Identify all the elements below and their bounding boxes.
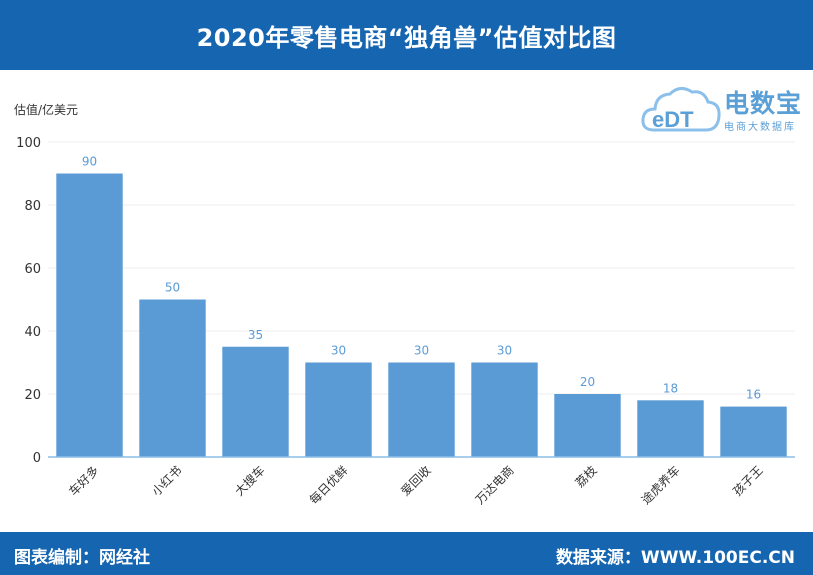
y-tick-labels: 0 20 40 60 80 100	[16, 136, 41, 466]
y-tick-label: 100	[16, 136, 41, 151]
chart-title: 2020年零售电商“独角兽”估值对比图	[196, 23, 617, 52]
bar-2	[222, 346, 289, 457]
y-tick-label: 20	[24, 388, 41, 403]
logo-name: 电数宝	[724, 89, 803, 118]
x-tick-label: 车好多	[66, 463, 102, 499]
y-tick-label: 80	[24, 199, 41, 214]
bar-value-label: 50	[165, 281, 180, 295]
y-axis-label: 估值/亿美元	[14, 103, 79, 117]
x-tick-labels: 车好多 小红书 大搜车 每日优鲜 爱回收 万达电商 荔枝 途虎养车 孩子王	[66, 463, 766, 508]
bar-value-label: 20	[580, 375, 595, 389]
bar-value-label: 30	[497, 344, 512, 358]
bar-6	[554, 394, 621, 457]
y-tick-label: 40	[24, 325, 41, 340]
chart-header: 2020年零售电商“独角兽”估值对比图	[0, 0, 813, 70]
bar-5	[471, 362, 538, 457]
bars	[56, 173, 787, 457]
y-tick-label: 60	[24, 262, 41, 277]
bar-1	[139, 299, 206, 457]
chart-footer: 图表编制：网经社 数据来源：WWW.100EC.CN	[0, 532, 813, 575]
bar-value-label: 30	[331, 344, 346, 358]
bar-value-label: 18	[663, 381, 678, 395]
bar-value-label: 30	[414, 344, 429, 358]
x-tick-label: 每日优鲜	[306, 463, 351, 508]
x-tick-label: 孩子王	[730, 463, 765, 498]
bar-3	[305, 362, 372, 457]
bar-value-label: 90	[82, 155, 97, 169]
x-tick-label: 小红书	[149, 463, 185, 499]
bar-0	[56, 173, 123, 457]
bar-7	[637, 400, 704, 457]
logo-subtitle: 电商大数据库	[724, 122, 796, 133]
x-tick-label: 大搜车	[232, 463, 268, 499]
logo-mark-text: eDT	[652, 107, 694, 132]
data-labels: 90 50 35 30 30 30 20 18 16	[82, 155, 761, 402]
brand-logo: eDT 电数宝 电商大数据库	[640, 80, 810, 142]
bar-value-label: 16	[746, 388, 761, 402]
footer-source: 数据来源：WWW.100EC.CN	[555, 548, 795, 568]
x-tick-label: 荔枝	[572, 463, 600, 491]
bar-8	[720, 406, 787, 457]
x-tick-label: 爱回收	[398, 463, 433, 498]
footer-credit: 图表编制：网经社	[14, 548, 150, 568]
x-tick-label: 途虎养车	[638, 463, 683, 508]
x-tick-label: 万达电商	[472, 463, 517, 508]
bar-4	[388, 362, 455, 457]
y-tick-label: 0	[33, 451, 41, 466]
cloud-icon: eDT	[641, 87, 721, 132]
bar-value-label: 35	[248, 328, 263, 342]
